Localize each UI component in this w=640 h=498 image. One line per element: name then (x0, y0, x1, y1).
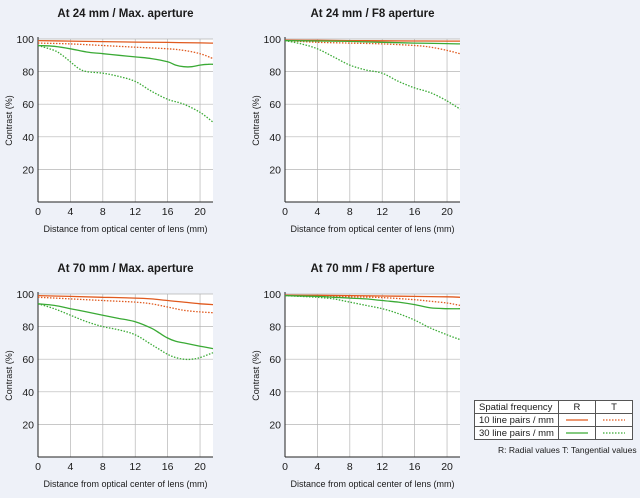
y-tick-label: 100 (263, 289, 281, 301)
x-axis-label: Distance from optical center of lens (mm… (43, 224, 207, 234)
legend-swatch-30-r (557, 426, 596, 440)
x-tick-label: 0 (282, 461, 288, 473)
y-axis-label: Contrast (%) (251, 350, 261, 401)
x-tick-label: 8 (347, 461, 353, 473)
legend-swatch-10-r (557, 413, 596, 427)
plot-area (285, 294, 460, 457)
legend-col-t: T (594, 400, 633, 414)
x-tick-label: 0 (35, 461, 41, 473)
series-line-2 (284, 294, 461, 307)
series-line-3 (284, 294, 461, 310)
series-line-4 (284, 294, 461, 341)
legend-note: R: Radial values T: Tangential values (498, 445, 637, 455)
y-tick-label: 60 (22, 354, 34, 366)
series-line-3 (37, 303, 214, 350)
y-tick-label: 20 (269, 419, 281, 431)
x-tick-label: 12 (376, 206, 388, 218)
x-tick-label: 4 (314, 461, 320, 473)
x-tick-label: 8 (347, 206, 353, 218)
y-tick-label: 80 (269, 67, 281, 79)
x-tick-label: 16 (162, 461, 174, 473)
y-tick-label: 40 (22, 132, 34, 144)
series-line-4 (37, 303, 214, 361)
x-tick-label: 8 (100, 206, 106, 218)
x-tick-label: 16 (409, 461, 421, 473)
legend-swatch-30-t (594, 426, 633, 440)
chart-title: At 24 mm / Max. aperture (57, 8, 193, 20)
y-tick-label: 40 (269, 387, 281, 399)
y-axis-label: Contrast (%) (251, 95, 261, 146)
series-line-1 (37, 294, 214, 306)
x-tick-label: 4 (67, 461, 73, 473)
series-line-1 (37, 39, 214, 44)
y-tick-label: 80 (269, 322, 281, 334)
x-tick-label: 4 (314, 206, 320, 218)
x-tick-label: 20 (194, 206, 206, 218)
y-tick-label: 20 (269, 164, 281, 176)
series-line-3 (284, 39, 461, 45)
y-tick-label: 100 (16, 34, 34, 46)
legend-header: Spatial frequency (474, 400, 559, 414)
y-tick-label: 20 (22, 419, 34, 431)
x-tick-label: 16 (162, 206, 174, 218)
y-tick-label: 60 (269, 354, 281, 366)
x-axis-label: Distance from optical center of lens (mm… (43, 479, 207, 489)
y-axis-label: Contrast (%) (4, 95, 14, 146)
legend-swatch-10-t (594, 413, 633, 427)
legend-row-30lp: 30 line pairs / mm (474, 426, 559, 440)
x-axis-label: Distance from optical center of lens (mm… (290, 479, 454, 489)
x-axis-label: Distance from optical center of lens (mm… (290, 224, 454, 234)
y-tick-label: 100 (16, 289, 34, 301)
series-line-1 (284, 294, 461, 298)
x-tick-label: 20 (194, 461, 206, 473)
chart-title: At 24 mm / F8 aperture (311, 8, 435, 20)
x-tick-label: 4 (67, 206, 73, 218)
x-tick-label: 16 (409, 206, 421, 218)
x-tick-label: 12 (129, 206, 141, 218)
chart-panel-4: At 70 mm / F8 aperture 0 4 8 12 16 20 20 40 60 80 1… (251, 263, 461, 489)
series-line-3 (37, 44, 214, 68)
y-tick-label: 60 (22, 99, 34, 111)
y-axis-label: Contrast (%) (4, 350, 14, 401)
series-line-4 (284, 39, 461, 110)
legend-table: Spatial frequency R T 10 line pairs / mm… (474, 400, 633, 440)
y-tick-label: 20 (22, 164, 34, 176)
y-tick-label: 60 (269, 99, 281, 111)
x-tick-label: 12 (376, 461, 388, 473)
x-tick-label: 8 (100, 461, 106, 473)
plot-area (38, 39, 213, 202)
chart-panel-1: At 24 mm / Max. aperture 0 4 8 12 16 20 20 40 60 8… (4, 8, 214, 234)
legend-col-r: R (557, 400, 596, 414)
y-tick-label: 80 (22, 67, 34, 79)
chart-title: At 70 mm / Max. aperture (57, 263, 193, 275)
x-tick-label: 0 (35, 206, 41, 218)
series-line-4 (37, 44, 214, 123)
x-tick-label: 12 (129, 461, 141, 473)
plot-area (285, 39, 460, 202)
x-tick-label: 20 (441, 206, 453, 218)
x-tick-label: 0 (282, 206, 288, 218)
series-line-2 (37, 42, 214, 60)
series-line-1 (284, 39, 461, 42)
x-tick-label: 20 (441, 461, 453, 473)
chart-panel-2: At 24 mm / F8 aperture 0 4 8 12 16 20 20 40 60 80 1… (251, 8, 461, 234)
y-tick-label: 40 (269, 132, 281, 144)
y-tick-label: 100 (263, 34, 281, 46)
plot-area (38, 294, 213, 457)
chart-title: At 70 mm / F8 aperture (311, 263, 435, 275)
legend-row-10lp: 10 line pairs / mm (474, 413, 559, 427)
y-tick-label: 40 (22, 387, 34, 399)
chart-panel-3: At 70 mm / Max. aperture 0 4 8 12 16 20 20 40 60 8… (4, 263, 214, 489)
series-line-2 (284, 39, 461, 55)
y-tick-label: 80 (22, 322, 34, 334)
